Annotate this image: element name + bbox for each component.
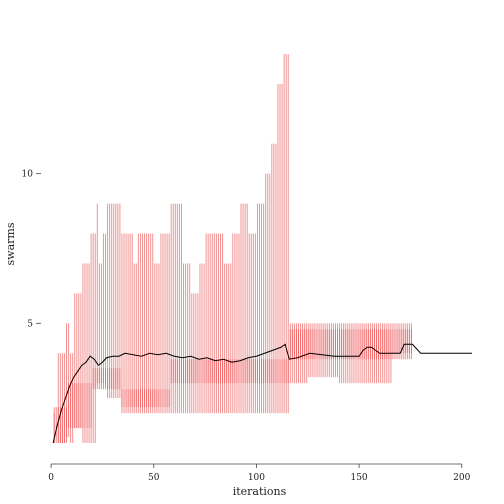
x-axis-label: iterations <box>233 485 287 498</box>
y-axis-label: swarms <box>4 222 17 265</box>
y-tick-label: 10 <box>22 170 34 180</box>
mean-line <box>52 343 472 444</box>
x-tick-label: 100 <box>248 473 265 483</box>
x-tick-label: 150 <box>350 473 367 483</box>
axes: 0 50 100 150 200 5 10 <box>22 170 471 483</box>
x-tick-label: 0 <box>48 473 54 483</box>
x-tick-label: 200 <box>453 473 470 483</box>
x-tick-label: 50 <box>148 473 160 483</box>
y-tick-label: 5 <box>27 319 33 329</box>
